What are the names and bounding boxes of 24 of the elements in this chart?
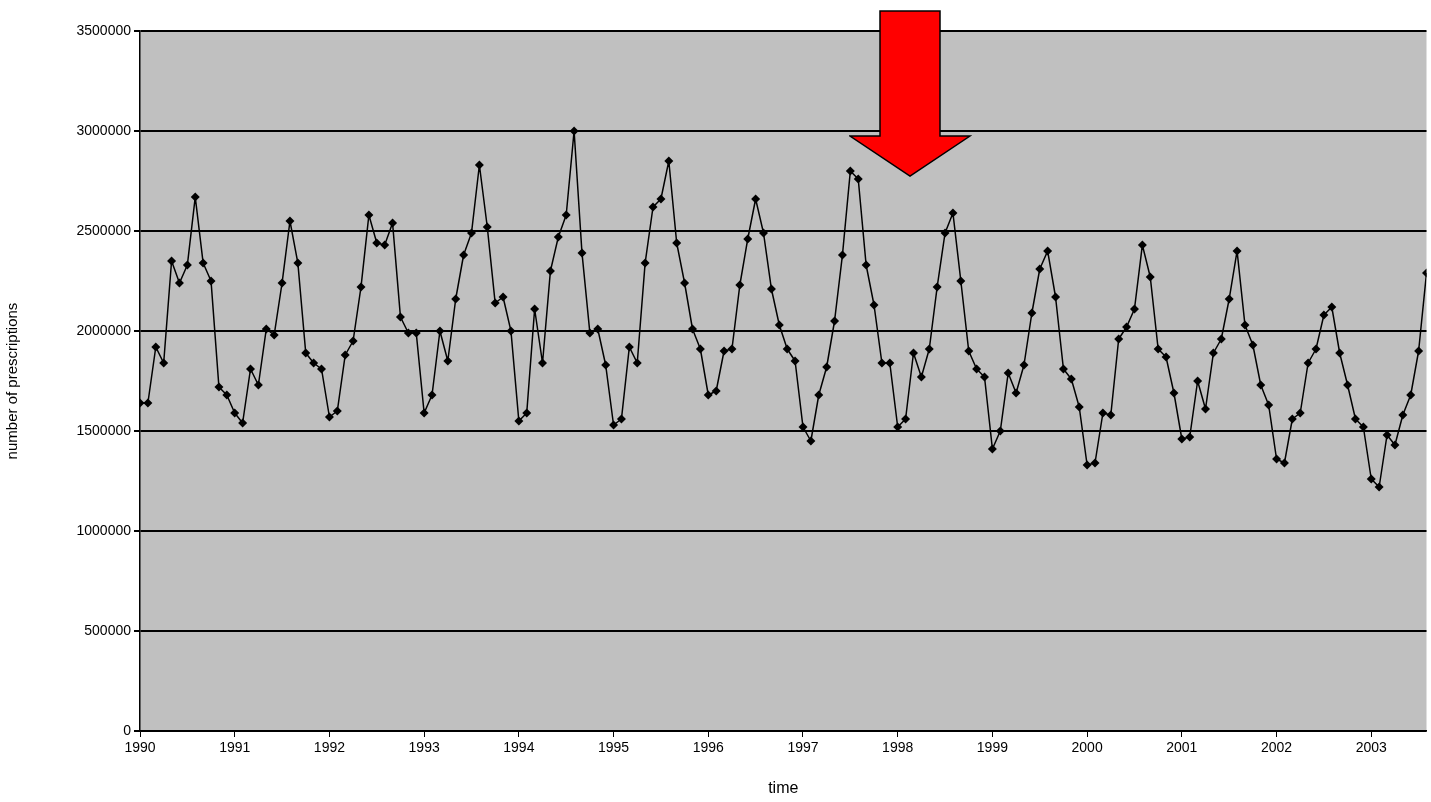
x-tick-label: 1995 [597,739,630,756]
y-tick-label: 0 [123,721,132,738]
x-tick-label: 1999 [976,739,1009,756]
y-tick-label: 2000000 [76,321,132,338]
y-tick-label: 1500000 [76,421,132,438]
y-tick-label: 3500000 [76,21,132,38]
x-tick-label: 1990 [124,739,156,756]
x-tick-label: 1992 [313,739,346,756]
y-tick-label: 500000 [84,621,132,638]
x-tick-label: 1998 [882,739,914,756]
x-tick-label: 1997 [787,739,819,756]
x-axis-title: time [768,778,799,796]
y-tick-label: 2500000 [76,221,132,238]
x-tick-label: 2001 [1166,739,1198,756]
x-tick-label: 2000 [1071,739,1103,756]
x-tick-label: 1993 [408,739,440,756]
y-axis-title: number of prescriptions [3,302,21,460]
y-tick-label: 1000000 [76,521,132,538]
x-tick-label: 2002 [1260,739,1293,756]
x-tick-label: 1991 [219,739,251,756]
x-tick-label: 1996 [692,739,725,756]
x-tick-label: 2003 [1355,739,1388,756]
x-tick-label: 1994 [503,739,535,756]
y-tick-label: 3000000 [76,121,132,138]
